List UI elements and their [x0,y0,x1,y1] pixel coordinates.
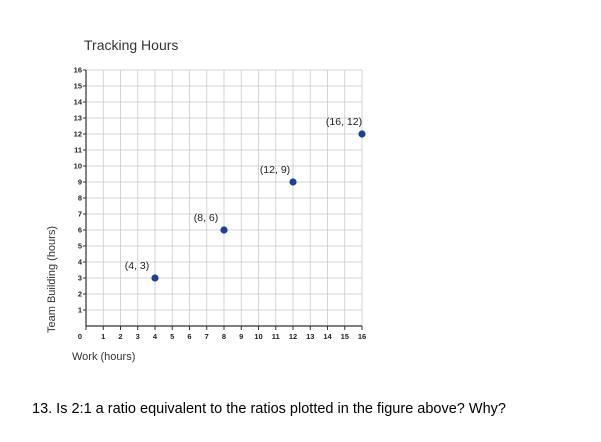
chart-title: Tracking Hours [84,37,178,53]
x-tick-label: 5 [170,332,174,341]
y-tick-label: 11 [74,146,82,155]
x-tick-label: 10 [254,332,262,341]
x-tick-label: 13 [306,332,314,341]
x-tick-label: 7 [205,332,209,341]
x-tick-label: 11 [272,332,280,341]
y-tick-label: 13 [74,114,82,123]
y-tick-label: 12 [74,130,82,139]
y-tick-label: 10 [74,162,82,171]
data-point-label: (4, 3) [125,260,150,272]
x-tick-label: 6 [187,332,191,341]
data-point-label: (8, 6) [194,212,219,224]
x-tick-label: 8 [222,332,226,341]
data-point-label: (16, 12) [326,116,362,128]
y-tick-label: 15 [74,82,82,91]
x-tick-label: 15 [341,332,349,341]
y-tick-label: 3 [78,274,82,283]
x-tick-label: 9 [239,332,243,341]
y-tick-label: 16 [74,66,82,75]
x-tick-label: 3 [136,332,140,341]
y-tick-label: 4 [78,258,83,267]
x-axis-label: Work (hours) [72,351,135,363]
chart-points: (4, 3) (8, 6) (12, 9) (16, 12) [125,116,366,282]
y-tick-label: 14 [74,98,83,107]
x-tick-label: 0 [78,332,82,341]
y-tick-label: 8 [78,194,82,203]
chart-grid [86,69,363,326]
y-tick-label: 7 [78,210,82,219]
chart-ticks: 0 1 2 3 4 5 6 7 8 9 10 11 12 13 14 15 161234567891011121… [74,66,367,342]
y-tick-label: 6 [78,226,82,235]
y-axis-label: Team Building (hours) [46,226,58,333]
y-tick-label: 5 [78,242,82,251]
x-tick-label: 2 [118,332,122,341]
x-tick-label: 1 [101,332,105,341]
y-tick-label: 9 [78,178,82,187]
x-tick-label: 12 [289,332,297,341]
data-point-label: (12, 9) [260,164,290,176]
data-point [358,130,366,138]
data-point [220,226,228,234]
y-tick-label: 1 [78,306,82,315]
question-text: 13. Is 2:1 a ratio equivalent to the rat… [32,401,506,417]
x-tick-label: 16 [358,332,366,341]
x-tick-label: 4 [153,332,158,341]
y-tick-label: 2 [78,290,82,299]
scatter-chart: Tracking Hours 0 1 2 3 4 5 6 7 8 9 10 11 12 13 14 15 161… [46,37,367,363]
data-point [289,178,297,186]
x-tick-label: 14 [323,332,332,341]
data-point [151,274,159,282]
